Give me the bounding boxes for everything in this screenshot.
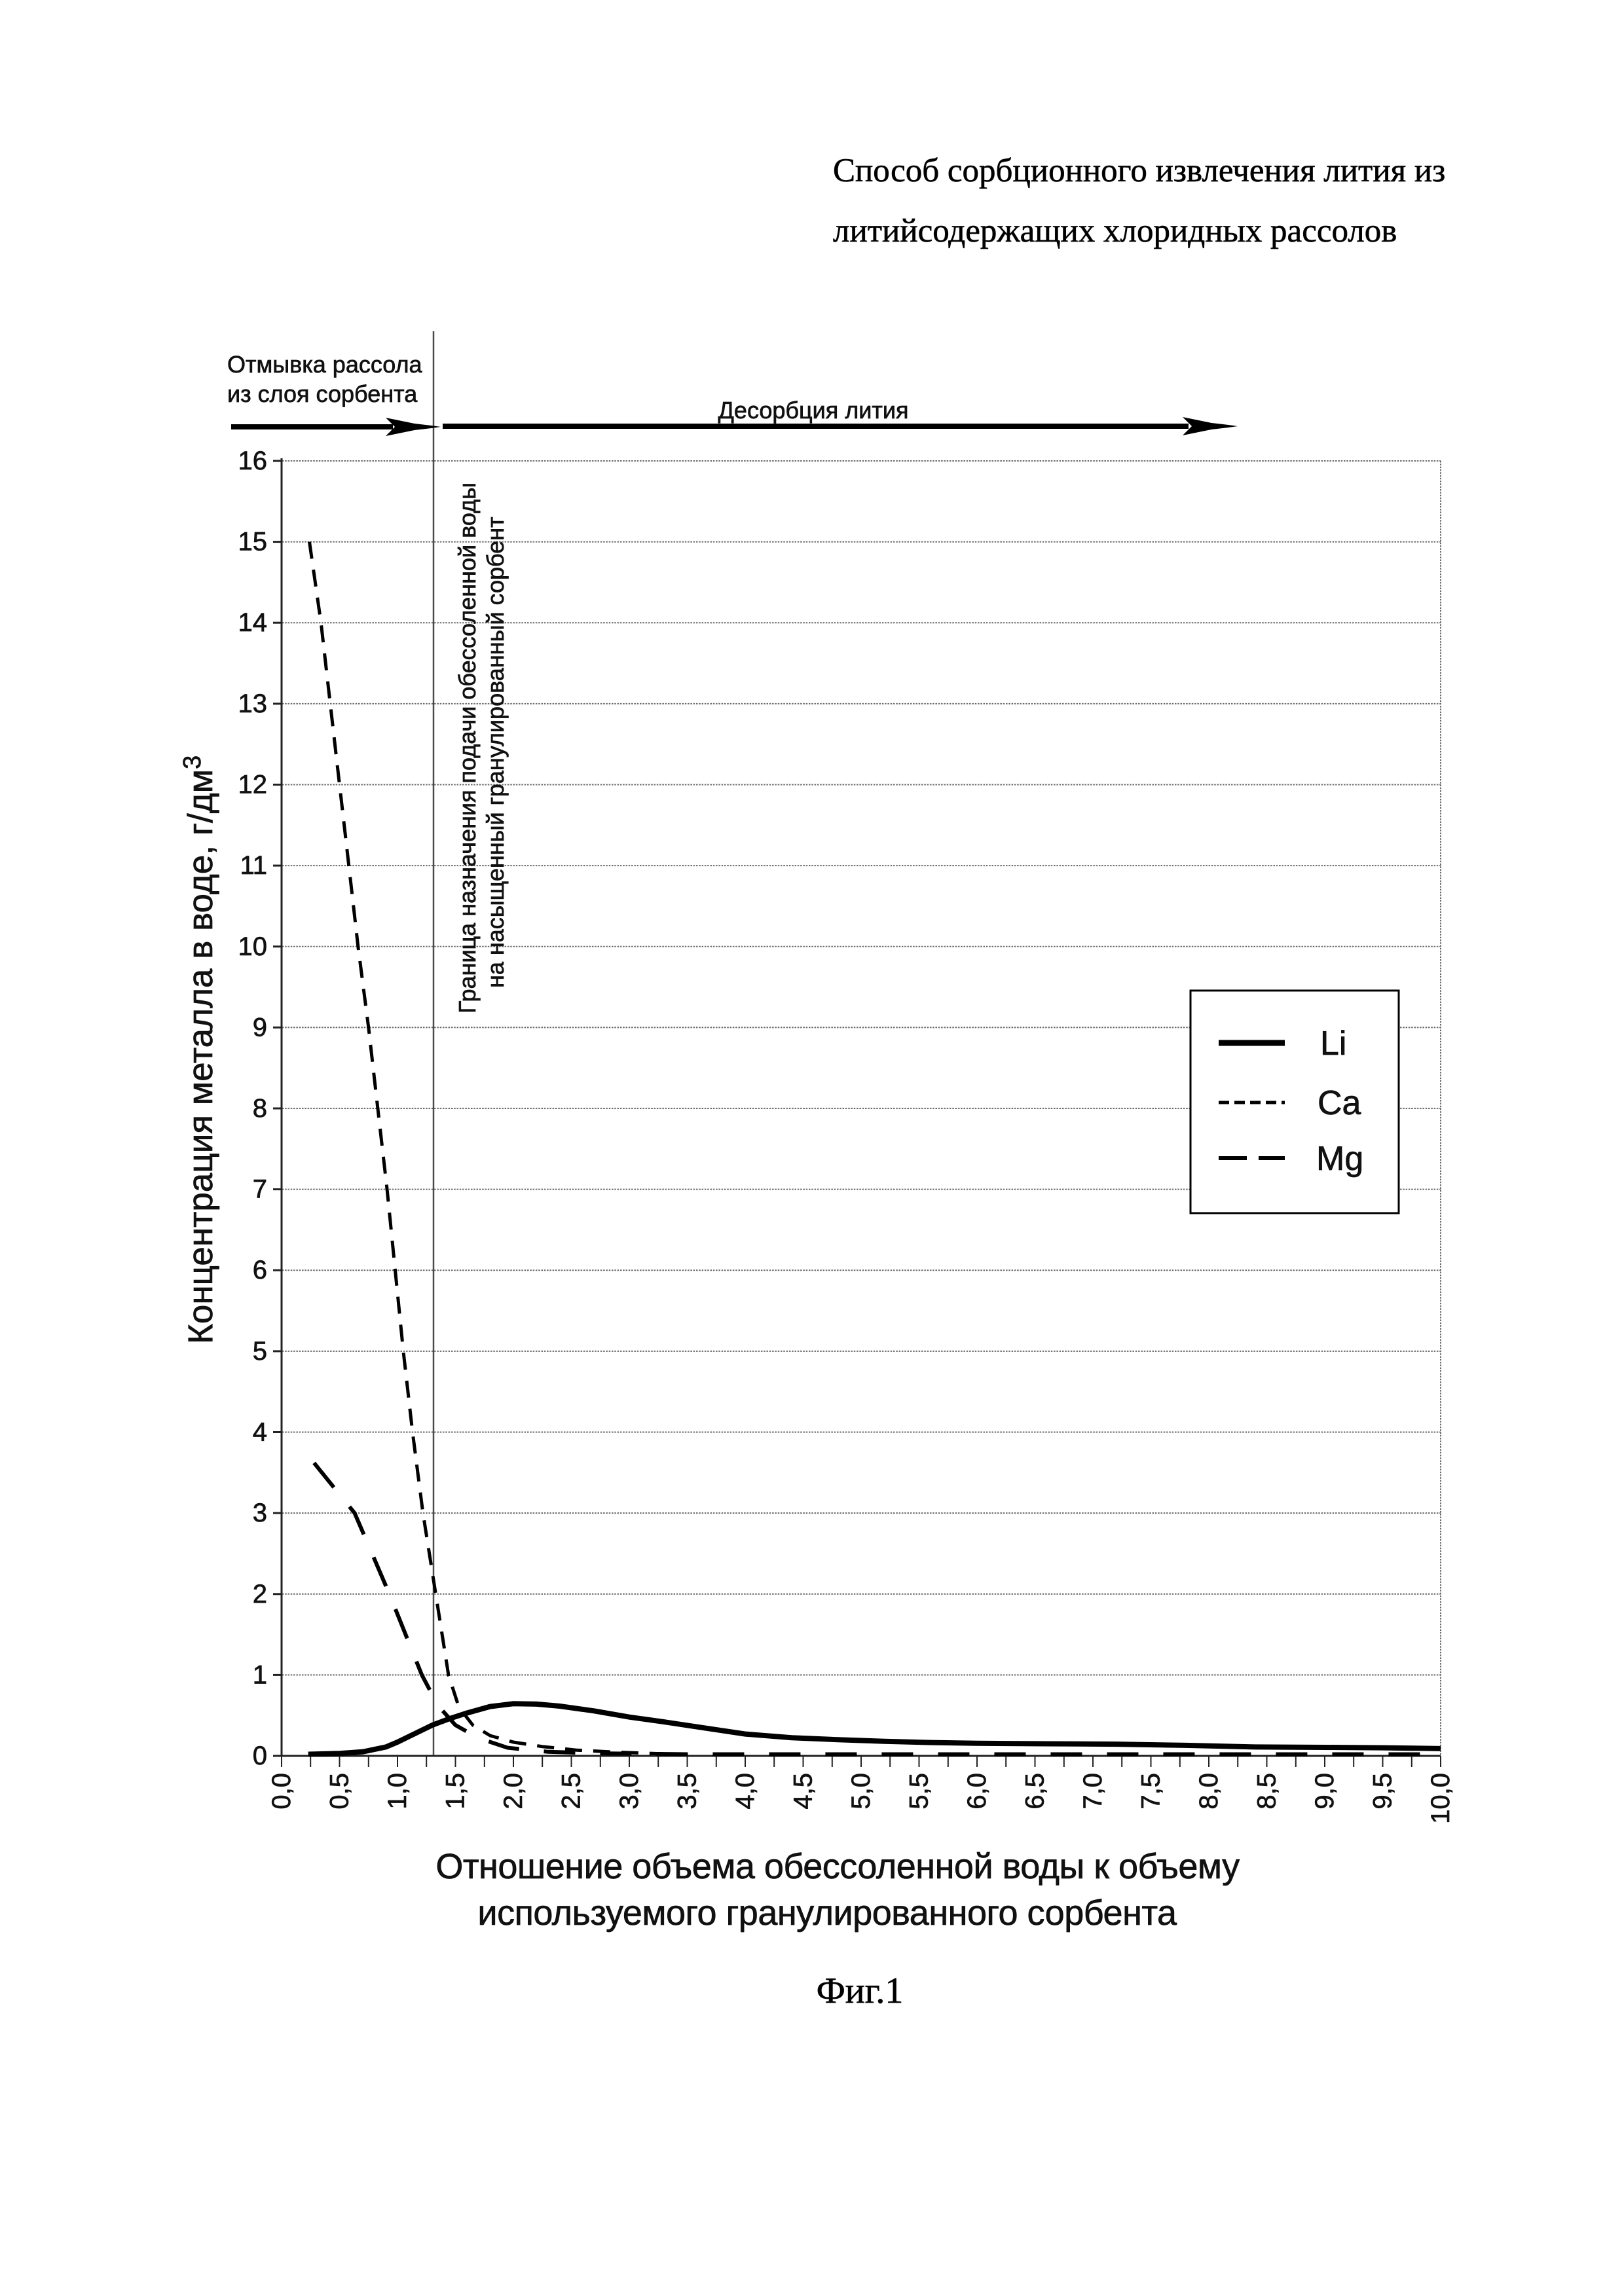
svg-text:1,0: 1,0 bbox=[383, 1773, 412, 1810]
svg-text:Десорбция лития: Десорбция лития bbox=[718, 397, 909, 424]
svg-text:7: 7 bbox=[253, 1175, 267, 1204]
svg-text:4: 4 bbox=[253, 1418, 267, 1447]
svg-text:1,5: 1,5 bbox=[441, 1773, 470, 1810]
svg-text:11: 11 bbox=[240, 851, 267, 880]
svg-text:13: 13 bbox=[238, 689, 268, 718]
svg-text:Mg: Mg bbox=[1316, 1140, 1363, 1178]
svg-text:Отношение объема обессоленной: Отношение объема обессоленной воды к объ… bbox=[435, 1847, 1240, 1886]
svg-text:3,0: 3,0 bbox=[615, 1773, 644, 1810]
svg-text:7,5: 7,5 bbox=[1137, 1773, 1166, 1810]
svg-text:14: 14 bbox=[238, 608, 268, 637]
svg-text:Ca: Ca bbox=[1318, 1084, 1361, 1122]
svg-text:Li: Li bbox=[1320, 1025, 1346, 1063]
svg-text:6,5: 6,5 bbox=[1021, 1773, 1050, 1810]
svg-text:5,0: 5,0 bbox=[847, 1773, 876, 1810]
svg-text:2,5: 2,5 bbox=[557, 1773, 586, 1810]
svg-text:4,5: 4,5 bbox=[789, 1773, 818, 1810]
svg-text:3: 3 bbox=[253, 1499, 267, 1527]
svg-text:Способ сорбционного извлечения: Способ сорбционного извлечения лития из bbox=[833, 153, 1445, 189]
svg-text:из слоя сорбента: из слоя сорбента bbox=[227, 380, 418, 407]
svg-text:9: 9 bbox=[253, 1013, 267, 1042]
svg-text:9,0: 9,0 bbox=[1310, 1773, 1339, 1810]
svg-text:7,0: 7,0 bbox=[1079, 1773, 1107, 1810]
svg-text:литийсодержащих хлоридных расс: литийсодержащих хлоридных рассолов bbox=[833, 213, 1397, 249]
svg-text:2,0: 2,0 bbox=[499, 1773, 528, 1810]
svg-text:8,0: 8,0 bbox=[1194, 1773, 1223, 1810]
svg-text:2: 2 bbox=[253, 1580, 267, 1609]
svg-text:5,5: 5,5 bbox=[905, 1773, 934, 1810]
svg-text:6,0: 6,0 bbox=[963, 1773, 991, 1810]
svg-text:0,0: 0,0 bbox=[267, 1773, 296, 1810]
svg-text:16: 16 bbox=[238, 446, 268, 475]
svg-text:15: 15 bbox=[238, 528, 268, 556]
svg-text:0,5: 0,5 bbox=[325, 1773, 354, 1810]
svg-text:используемого гранулированного: используемого гранулированного сорбента bbox=[477, 1893, 1177, 1933]
svg-text:Концентрация металла в воде, г: Концентрация металла в воде, г/дм3 bbox=[179, 756, 220, 1344]
svg-text:6: 6 bbox=[253, 1256, 267, 1285]
svg-text:0: 0 bbox=[253, 1741, 267, 1770]
svg-text:5: 5 bbox=[253, 1337, 267, 1366]
svg-text:8: 8 bbox=[253, 1094, 267, 1123]
svg-text:Отмывка рассола: Отмывка рассола bbox=[227, 351, 422, 378]
svg-text:3,5: 3,5 bbox=[673, 1773, 702, 1810]
svg-text:4,0: 4,0 bbox=[731, 1773, 760, 1810]
svg-text:на насыщенный гранулированный: на насыщенный гранулированный сорбент bbox=[482, 517, 509, 988]
svg-text:10,0: 10,0 bbox=[1426, 1773, 1455, 1824]
svg-text:12: 12 bbox=[238, 771, 268, 799]
svg-text:10: 10 bbox=[238, 932, 268, 961]
svg-text:Фиг.1: Фиг.1 bbox=[817, 1971, 904, 2011]
svg-text:8,5: 8,5 bbox=[1253, 1773, 1282, 1810]
svg-text:9,5: 9,5 bbox=[1369, 1773, 1397, 1810]
svg-text:1: 1 bbox=[253, 1660, 267, 1689]
svg-text:Граница назначения подачи обес: Граница назначения подачи обессоленной в… bbox=[454, 483, 481, 1013]
